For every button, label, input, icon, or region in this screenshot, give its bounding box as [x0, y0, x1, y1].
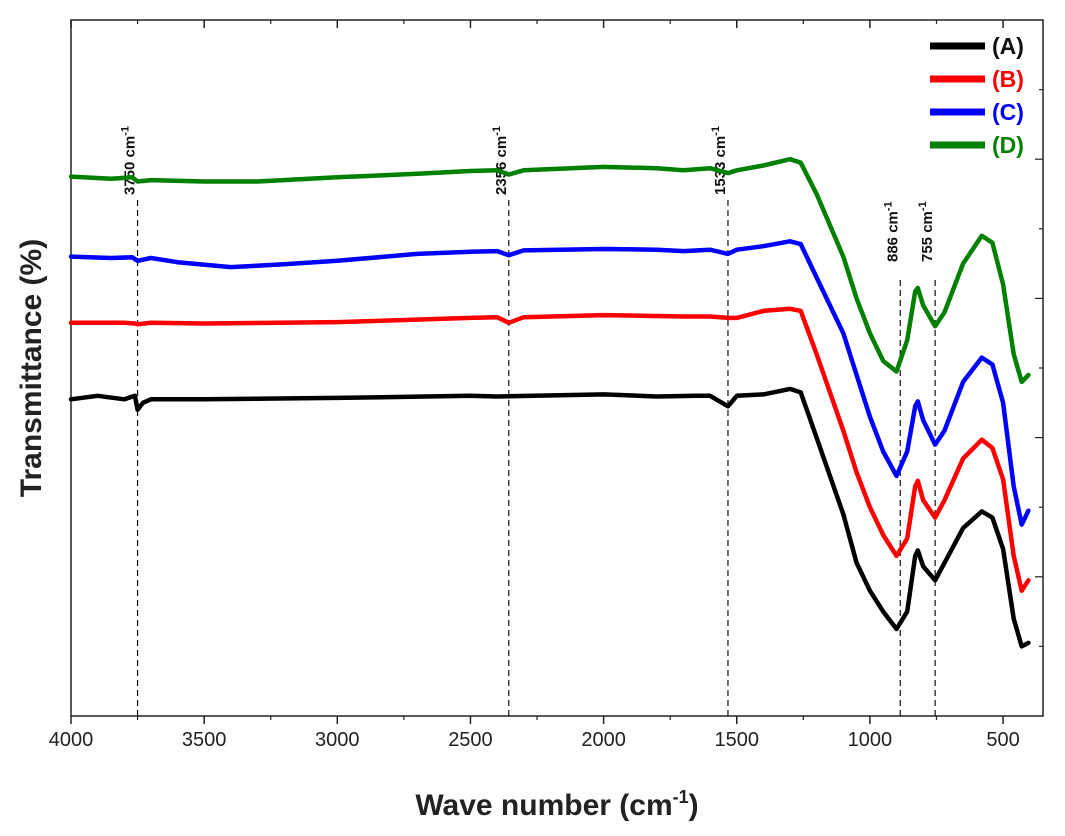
x-axis-title: Wave number (cm-1) — [415, 787, 698, 822]
legend-label: (A) — [992, 33, 1024, 59]
legend: (A) (B) (C) (D) — [930, 33, 1024, 158]
series-line — [68, 239, 1031, 527]
annotation-label: 886 cm-1 — [882, 201, 901, 262]
x-axis-title-main: Wave number — [415, 789, 611, 822]
annotation-label-text: 755 cm — [919, 211, 936, 262]
annotation-label-sup: -1 — [882, 201, 894, 211]
x-tick-label: 1000 — [848, 729, 893, 751]
annotation-label-sup: -1 — [917, 201, 929, 211]
series-line — [68, 306, 1031, 593]
legend-label: (B) — [992, 66, 1024, 92]
plot-area — [70, 19, 1044, 717]
y-axis-title: Transmittance (%) — [15, 239, 48, 497]
annotation-label: 1533 cm-1 — [710, 126, 729, 195]
annotation-label-text: 886 cm — [884, 211, 901, 262]
series-line — [68, 386, 1031, 649]
x-tick-label: 3500 — [182, 729, 227, 751]
x-axis-title-unit: (cm — [619, 789, 672, 822]
annotation-label-text: 1533 cm — [712, 136, 729, 195]
series-layer — [68, 156, 1031, 649]
annotation-label-sup: -1 — [710, 126, 722, 136]
x-tick-label: 2000 — [581, 729, 626, 751]
annotation-label-sup: -1 — [491, 126, 503, 136]
x-tick-label: 2500 — [448, 729, 493, 751]
annotation-label: 755 cm-1 — [917, 201, 936, 262]
x-axis-title-unit-sup: -1 — [673, 787, 689, 807]
annotation-label-sup: -1 — [120, 126, 132, 136]
y-axis-ticks — [1035, 88, 1043, 648]
x-tick-label: 4000 — [49, 729, 94, 751]
annotation-label: 2356 cm-1 — [491, 126, 510, 195]
annotation-label: 3750 cm-1 — [120, 126, 139, 195]
x-tick-label: 3000 — [315, 729, 360, 751]
x-tick-label: 500 — [986, 729, 1019, 751]
series-line — [68, 156, 1031, 385]
legend-label: (C) — [992, 99, 1024, 125]
annotation-label-text: 2356 cm — [493, 136, 510, 195]
x-axis-ticks: 4000 3500 3000 2500 2000 1500 1000 500 — [49, 20, 1020, 751]
legend-label: (D) — [992, 132, 1024, 158]
x-axis-title-unit-close: ) — [689, 789, 699, 822]
annotation-label-text: 3750 cm — [122, 136, 139, 195]
x-tick-label: 1500 — [715, 729, 760, 751]
